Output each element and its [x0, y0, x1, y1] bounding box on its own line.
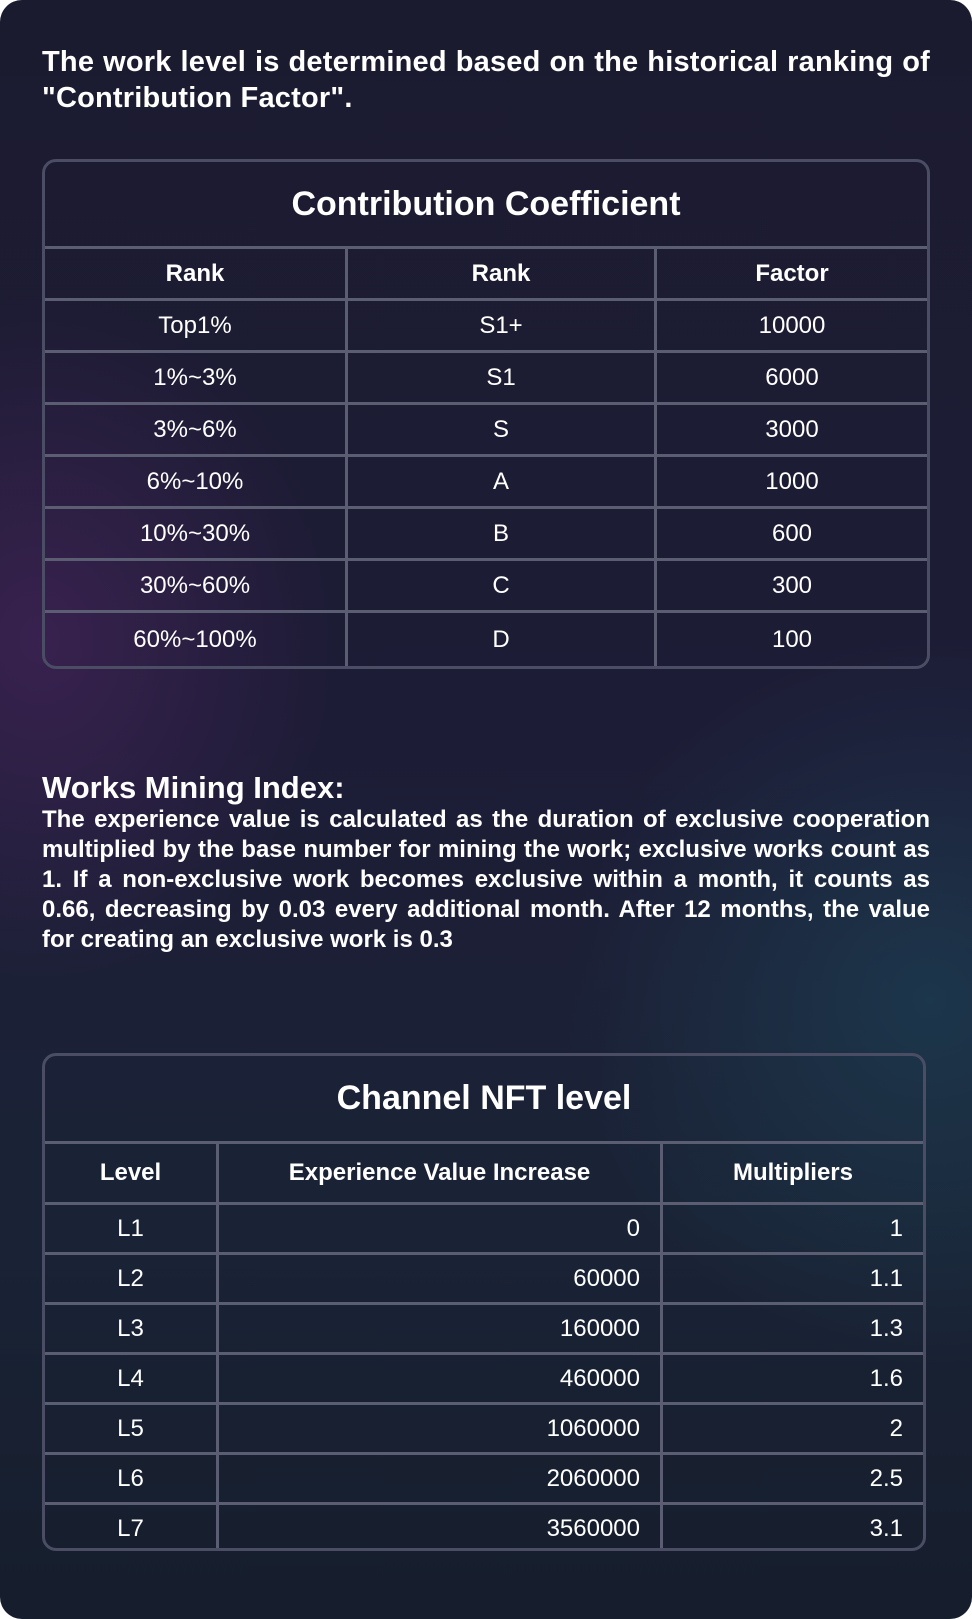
table-cell: B [345, 509, 654, 558]
table-row: 30%~60% C 300 [45, 561, 927, 613]
table-cell: 3000 [654, 405, 927, 454]
table-cell: 1060000 [216, 1405, 660, 1452]
table-row: 6%~10% A 1000 [45, 457, 927, 509]
table-cell: 2 [660, 1405, 923, 1452]
mining-index-description: The experience value is calculated as th… [42, 806, 930, 953]
table-cell: 300 [654, 561, 927, 610]
table-row: L6 2060000 2.5 [45, 1455, 923, 1505]
table-row: L4 460000 1.6 [45, 1355, 923, 1405]
table-cell: S1+ [345, 301, 654, 350]
table-cell: 100 [654, 613, 927, 666]
table-cell: 3%~6% [153, 415, 237, 443]
table-cell: Top1% [158, 311, 232, 339]
column-header: Level [99, 1159, 162, 1186]
table-cell: 600 [654, 509, 927, 558]
table-cell: 160000 [216, 1305, 660, 1352]
table-row: L2 60000 1.1 [45, 1255, 923, 1305]
channel-nft-level-table: Channel NFT level Level Experience Value… [42, 1053, 926, 1551]
table-row: L5 1060000 2 [45, 1405, 923, 1455]
table-cell: 460000 [216, 1355, 660, 1402]
table-cell: 1%~3% [153, 363, 237, 391]
table-cell: L1 [117, 1214, 144, 1242]
table-cell: 1.1 [660, 1255, 923, 1302]
table-header-row: Rank Rank Factor [45, 249, 927, 301]
table-cell: 3.1 [660, 1505, 923, 1548]
mining-index-title: Works Mining Index: [42, 770, 345, 805]
table-row: 3%~6% S 3000 [45, 405, 927, 457]
table-row: L7 3560000 3.1 [45, 1505, 923, 1548]
column-header: Factor [654, 249, 927, 298]
column-header: Rank [165, 259, 225, 287]
table-cell: 1 [660, 1205, 923, 1252]
table-cell: 3560000 [216, 1505, 660, 1548]
table-cell: 30%~60% [139, 571, 251, 599]
table-cell: 60000 [216, 1255, 660, 1302]
table-cell: C [345, 561, 654, 610]
table-cell: 6000 [654, 353, 927, 402]
table-cell: L3 [117, 1314, 144, 1342]
table-title: Channel NFT level [45, 1056, 923, 1144]
table-cell: L5 [117, 1414, 144, 1442]
table-row: 1%~3% S1 6000 [45, 353, 927, 405]
column-header: Rank [345, 249, 654, 298]
table-row: Top1% S1+ 10000 [45, 301, 927, 353]
table-cell: 6%~10% [146, 467, 244, 495]
table-cell: 2.5 [660, 1455, 923, 1502]
table-cell: L2 [117, 1264, 144, 1292]
table-row: 60%~100% D 100 [45, 613, 927, 666]
column-header: Experience Value Increase [216, 1144, 660, 1202]
table-cell: 60%~100% [133, 625, 257, 653]
table-cell: D [345, 613, 654, 666]
contribution-coefficient-table: Contribution Coefficient Rank Rank Facto… [42, 159, 930, 669]
table-cell: 1.6 [660, 1355, 923, 1402]
column-header: Multipliers [660, 1144, 923, 1202]
table-cell: A [345, 457, 654, 506]
table-cell: 2060000 [216, 1455, 660, 1502]
table-row: 10%~30% B 600 [45, 509, 927, 561]
intro-text: The work level is determined based on th… [42, 46, 930, 114]
table-cell: 1.3 [660, 1305, 923, 1352]
table-row: L3 160000 1.3 [45, 1305, 923, 1355]
table-header-row: Level Experience Value Increase Multipli… [45, 1144, 923, 1205]
table-row: L1 0 1 [45, 1205, 923, 1255]
table-cell: L6 [117, 1464, 144, 1492]
table-title: Contribution Coefficient [45, 162, 927, 249]
table-cell: 1000 [654, 457, 927, 506]
table-cell: S1 [345, 353, 654, 402]
table-cell: 0 [216, 1205, 660, 1252]
table-cell: L4 [117, 1364, 144, 1392]
table-cell: 10%~30% [139, 519, 251, 547]
table-cell: 10000 [654, 301, 927, 350]
table-cell: L7 [117, 1515, 144, 1542]
table-cell: S [345, 405, 654, 454]
